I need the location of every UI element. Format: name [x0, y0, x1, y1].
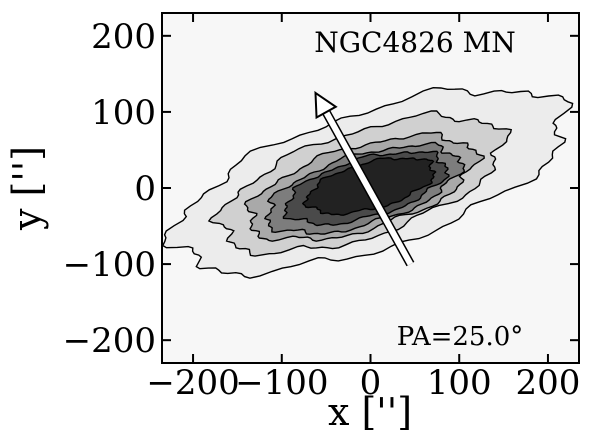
x-tick-label: 100 [427, 363, 492, 403]
arrow-shaft [323, 110, 414, 266]
x-tick-label: 0 [360, 363, 382, 403]
y-tick-label: 100 [91, 93, 156, 133]
y-tick-label: 0 [134, 169, 156, 209]
pa-label: PA=25.0° [397, 322, 524, 352]
x-tick-label: −100 [235, 363, 328, 403]
y-tick-label: 200 [91, 17, 156, 57]
x-tick-label: −200 [146, 363, 239, 403]
position-angle-arrow [314, 90, 415, 267]
y-tick-label: −200 [63, 321, 156, 361]
x-tick-label: 200 [515, 363, 580, 403]
chart-title: NGC4826 MN [314, 26, 516, 59]
y-axis-label: y [''] [5, 146, 49, 231]
arrow-head [314, 90, 338, 120]
y-tick-label: −100 [63, 245, 156, 285]
x-axis-label: x [''] [328, 390, 412, 433]
